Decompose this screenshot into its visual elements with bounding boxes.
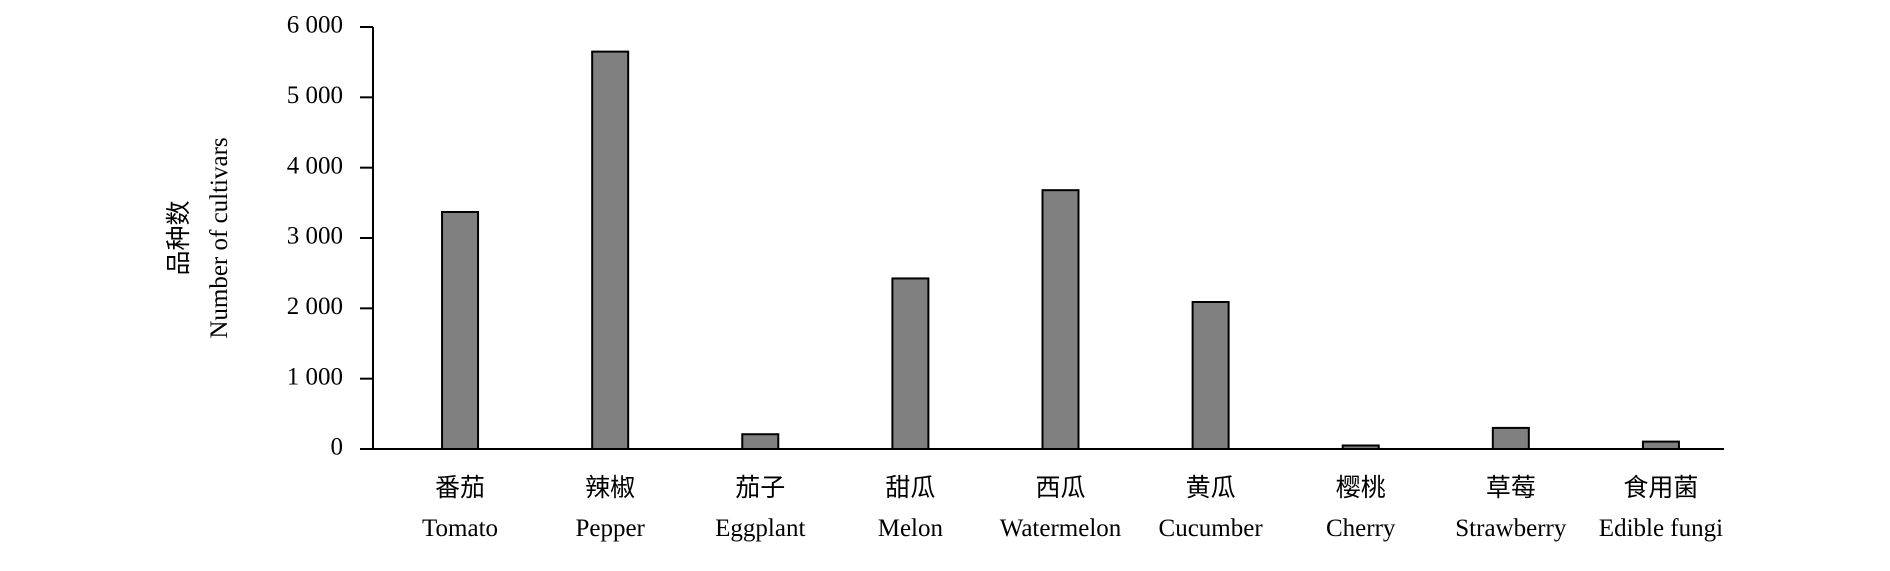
- x-tick-label: 草莓 Strawberry: [1455, 475, 1567, 542]
- x-tick-label: 樱桃 Cherry: [1326, 475, 1396, 542]
- bar: [591, 50, 630, 450]
- y-tick-label: 5 000: [287, 82, 343, 109]
- bar: [741, 433, 780, 451]
- y-tick-label: 2 000: [287, 293, 343, 320]
- x-tick-label: 食用菌 Edible fungi: [1598, 475, 1724, 542]
- x-tick-label: 茄子 Eggplant: [715, 475, 806, 542]
- bar: [1041, 189, 1080, 450]
- bar: [1191, 301, 1230, 450]
- x-tick-label: 黄瓜 Cucumber: [1158, 475, 1263, 542]
- y-tick-label: 4 000: [287, 152, 343, 179]
- y-tick-label: 1 000: [287, 363, 343, 390]
- y-tick-label: 3 000: [287, 223, 343, 250]
- x-tick-label: 番茄 Tomato: [422, 475, 499, 542]
- x-tick-label: 甜瓜 Melon: [877, 475, 944, 542]
- y-tick-label: 0: [331, 434, 344, 461]
- y-axis-label: 品种数 Number of cultivars: [166, 137, 233, 339]
- bar: [441, 210, 480, 450]
- x-tick-label: 辣椒 Pepper: [575, 475, 645, 542]
- y-tick-label: 6 000: [287, 12, 343, 39]
- bar: [1641, 440, 1680, 450]
- bar: [891, 277, 930, 451]
- x-tick-label: 西瓜 Watermelon: [999, 475, 1122, 542]
- bar: [1491, 426, 1530, 450]
